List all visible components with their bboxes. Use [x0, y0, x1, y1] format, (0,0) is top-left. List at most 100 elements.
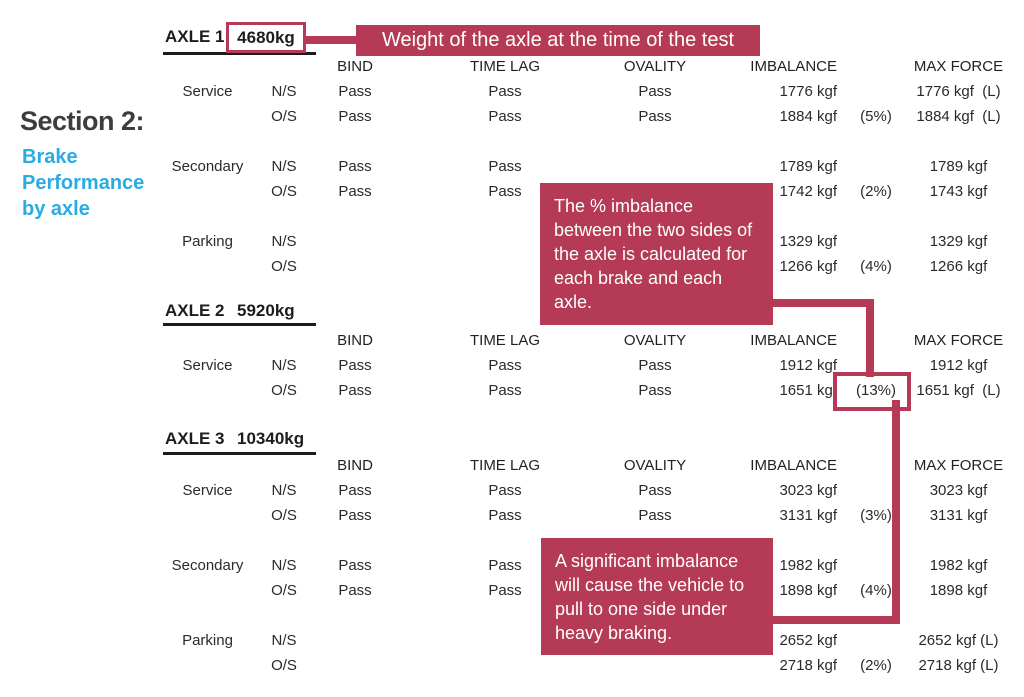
callout-imbalance-warning: A significant imbalance will cause the v…	[541, 538, 773, 655]
cell-brake: Service	[182, 482, 233, 499]
cell-max-force: 2718 kgf (L)	[918, 657, 999, 674]
cell-time-lag	[407, 653, 603, 678]
cell-bind: Pass	[338, 183, 372, 200]
header-side	[265, 453, 303, 478]
table-row: Service N/S Pass Pass Pass 1776 kgf 1776 kgf (…	[150, 79, 1010, 104]
cell-time-lag: Pass	[488, 482, 522, 499]
cell-bind: Pass	[338, 382, 372, 399]
axle-underline	[163, 52, 316, 55]
header-side	[265, 54, 303, 79]
cell-bind: Pass	[338, 158, 372, 175]
cell-max-force: 1776 kgf (L)	[916, 83, 1001, 100]
cell-imbalance: 1884 kgf	[779, 108, 837, 125]
cell-side: O/S	[271, 183, 297, 200]
header-imbalance: IMBALANCE	[750, 332, 837, 349]
axle-heading: AXLE 1	[165, 27, 225, 46]
cell-brake	[150, 254, 265, 279]
callout-imbalance-calculation: The % imbalance between the two sides of…	[540, 183, 773, 325]
cell-max-force: 2652 kgf (L)	[918, 632, 999, 649]
cell-pct: (2%)	[860, 657, 892, 674]
cell-imbalance: 1789 kgf	[779, 158, 837, 175]
cell-ovality: Pass	[638, 382, 672, 399]
cell-brake	[150, 578, 265, 603]
header-imbalance: IMBALANCE	[750, 457, 837, 474]
cell-brake: Parking	[182, 233, 233, 250]
cell-side: N/S	[271, 83, 297, 100]
table-row: Service N/S Pass Pass Pass 1912 kgf 1912 kgf	[150, 353, 1010, 378]
cell-bind: Pass	[338, 482, 372, 499]
cell-brake: Service	[182, 357, 233, 374]
cell-max-force: 1884 kgf (L)	[916, 108, 1001, 125]
cell-imbalance: 1651 kgf	[779, 382, 837, 399]
header-ovality: OVALITY	[623, 332, 687, 349]
cell-pct	[845, 628, 907, 653]
cell-side: O/S	[271, 657, 297, 674]
header-bind: BIND	[337, 332, 373, 349]
column-header-row: BIND TIME LAG OVALITY IMBALANCE MAX FORCE	[150, 453, 1010, 478]
cell-max-force: 1912 kgf	[929, 357, 988, 374]
cell-max-force: 3131 kgf	[929, 507, 988, 524]
cell-brake: Parking	[182, 632, 233, 649]
cell-ovality	[603, 653, 707, 678]
cell-imbalance: 2652 kgf	[779, 632, 837, 649]
header-ovality: OVALITY	[623, 457, 687, 474]
cell-side: N/S	[271, 158, 297, 175]
cell-bind: Pass	[338, 83, 372, 100]
cell-bind	[303, 628, 407, 653]
cell-imbalance: 3023 kgf	[779, 482, 837, 499]
cell-side: N/S	[271, 557, 297, 574]
header-brake	[150, 328, 265, 353]
header-pct	[845, 54, 907, 79]
header-brake	[150, 54, 265, 79]
cell-side: O/S	[271, 108, 297, 125]
cell-side: N/S	[271, 632, 297, 649]
header-side	[265, 328, 303, 353]
header-max-force: MAX FORCE	[913, 58, 1004, 75]
axle-weight: 10340kg	[237, 429, 305, 448]
cell-ovality: Pass	[638, 83, 672, 100]
header-bind: BIND	[337, 58, 373, 75]
cell-time-lag: Pass	[488, 557, 522, 574]
axle-weight: 5920kg	[237, 301, 295, 320]
axle-weight-box: 4680kg	[226, 22, 306, 53]
cell-bind: Pass	[338, 507, 372, 524]
axle-underline	[163, 452, 316, 455]
cell-time-lag: Pass	[488, 83, 522, 100]
cell-brake	[150, 179, 265, 204]
section-subtitle-line: Performance	[22, 172, 145, 194]
cell-pct: (3%)	[860, 507, 892, 524]
cell-time-lag: Pass	[488, 582, 522, 599]
header-brake	[150, 453, 265, 478]
cell-side: O/S	[271, 382, 297, 399]
cell-time-lag: Pass	[488, 158, 522, 175]
cell-max-force: 1651 kgf (L)	[916, 382, 1001, 399]
cell-max-force: 1789 kgf	[929, 158, 988, 175]
table-row: Parking N/S 1329 kgf 1329 kgf	[150, 229, 1010, 254]
cell-imbalance: 1776 kgf	[779, 83, 837, 100]
cell-time-lag: Pass	[488, 357, 522, 374]
cell-bind: Pass	[338, 582, 372, 599]
cell-side: N/S	[271, 233, 297, 250]
cell-pct: (13%)	[855, 382, 896, 399]
column-header-row: BIND TIME LAG OVALITY IMBALANCE MAX FORCE	[150, 328, 1010, 353]
cell-pct: (2%)	[860, 183, 892, 200]
cell-imbalance: 1266 kgf	[779, 258, 837, 275]
connector-imbalance-vertical	[866, 299, 874, 377]
cell-time-lag: Pass	[488, 507, 522, 524]
cell-ovality: Pass	[638, 482, 672, 499]
cell-pct	[845, 229, 907, 254]
table-row: O/S Pass Pass 1742 kgf (2%) 1743 kgf	[150, 179, 1010, 204]
cell-pct	[845, 79, 907, 104]
table-row: Parking N/S 2652 kgf 2652 kgf (L)	[150, 628, 1010, 653]
header-time-lag: TIME LAG	[469, 332, 540, 349]
header-time-lag: TIME LAG	[469, 58, 540, 75]
connector-weight-callout	[300, 36, 358, 44]
cell-bind	[303, 229, 407, 254]
connector-imbalance-horizontal	[766, 299, 874, 307]
header-imbalance: IMBALANCE	[750, 58, 837, 75]
cell-brake	[150, 503, 265, 528]
table-row: Secondary N/S Pass Pass 1982 kgf 1982 kgf	[150, 553, 1010, 578]
cell-imbalance: 1912 kgf	[779, 357, 837, 374]
cell-max-force: 1982 kgf	[929, 557, 988, 574]
cell-side: O/S	[271, 582, 297, 599]
